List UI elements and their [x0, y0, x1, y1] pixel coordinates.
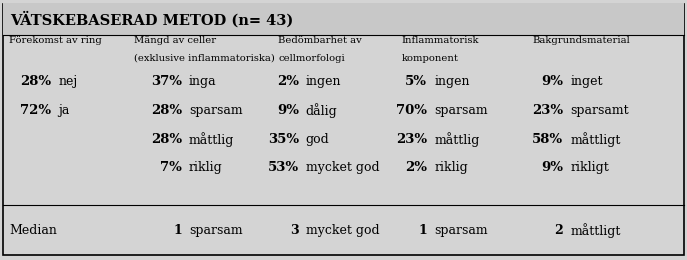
Text: 23%: 23% [396, 133, 427, 146]
Text: 58%: 58% [532, 133, 563, 146]
Text: måttlig: måttlig [189, 132, 234, 147]
Text: mycket god: mycket god [306, 224, 379, 237]
FancyBboxPatch shape [3, 4, 684, 255]
Text: inget: inget [570, 75, 602, 88]
Text: 1: 1 [173, 224, 182, 237]
Text: VÄTSKEBASERAD METOD (n= 43): VÄTSKEBASERAD METOD (n= 43) [10, 11, 293, 28]
Text: 37%: 37% [151, 75, 182, 88]
Text: 23%: 23% [532, 104, 563, 117]
Text: 3: 3 [290, 224, 299, 237]
Text: Bakgrundsmaterial: Bakgrundsmaterial [532, 36, 630, 45]
Text: 35%: 35% [268, 133, 299, 146]
Text: måttligt: måttligt [570, 223, 620, 238]
Text: Bedömbarhet av: Bedömbarhet av [278, 36, 362, 45]
Text: 2: 2 [554, 224, 563, 237]
Text: 72%: 72% [21, 104, 52, 117]
Text: nej: nej [58, 75, 78, 88]
Text: 28%: 28% [151, 133, 182, 146]
Text: måttligt: måttligt [570, 132, 620, 147]
Text: sparsamt: sparsamt [570, 104, 629, 117]
Text: ingen: ingen [306, 75, 341, 88]
Text: 70%: 70% [396, 104, 427, 117]
Text: mycket god: mycket god [306, 161, 379, 174]
Text: dålig: dålig [306, 103, 337, 118]
Text: god: god [306, 133, 330, 146]
Text: Median: Median [9, 224, 57, 237]
Text: 2%: 2% [405, 161, 427, 174]
Text: riklig: riklig [434, 161, 468, 174]
Text: sparsam: sparsam [189, 224, 243, 237]
Text: 9%: 9% [541, 75, 563, 88]
Text: rikligt: rikligt [570, 161, 609, 174]
Text: inga: inga [189, 75, 216, 88]
Text: ingen: ingen [434, 75, 470, 88]
FancyBboxPatch shape [3, 3, 684, 35]
Text: 9%: 9% [541, 161, 563, 174]
Text: cellmorfologi: cellmorfologi [278, 54, 345, 63]
Text: sparsam: sparsam [189, 104, 243, 117]
Text: 28%: 28% [151, 104, 182, 117]
Text: ja: ja [58, 104, 70, 117]
Text: 53%: 53% [268, 161, 299, 174]
Text: Inflammatorisk: Inflammatorisk [402, 36, 480, 45]
Text: sparsam: sparsam [434, 224, 488, 237]
Text: 28%: 28% [21, 75, 52, 88]
Text: Förekomst av ring: Förekomst av ring [9, 36, 102, 45]
Text: 9%: 9% [277, 104, 299, 117]
Text: måttlig: måttlig [434, 132, 480, 147]
Text: komponent: komponent [402, 54, 459, 63]
Text: (exklusive inflammatoriska): (exklusive inflammatoriska) [134, 54, 275, 63]
Text: Mängd av celler: Mängd av celler [134, 36, 216, 45]
Text: 2%: 2% [277, 75, 299, 88]
Text: 5%: 5% [405, 75, 427, 88]
Text: riklig: riklig [189, 161, 223, 174]
Text: 7%: 7% [160, 161, 182, 174]
Text: sparsam: sparsam [434, 104, 488, 117]
Text: 1: 1 [418, 224, 427, 237]
